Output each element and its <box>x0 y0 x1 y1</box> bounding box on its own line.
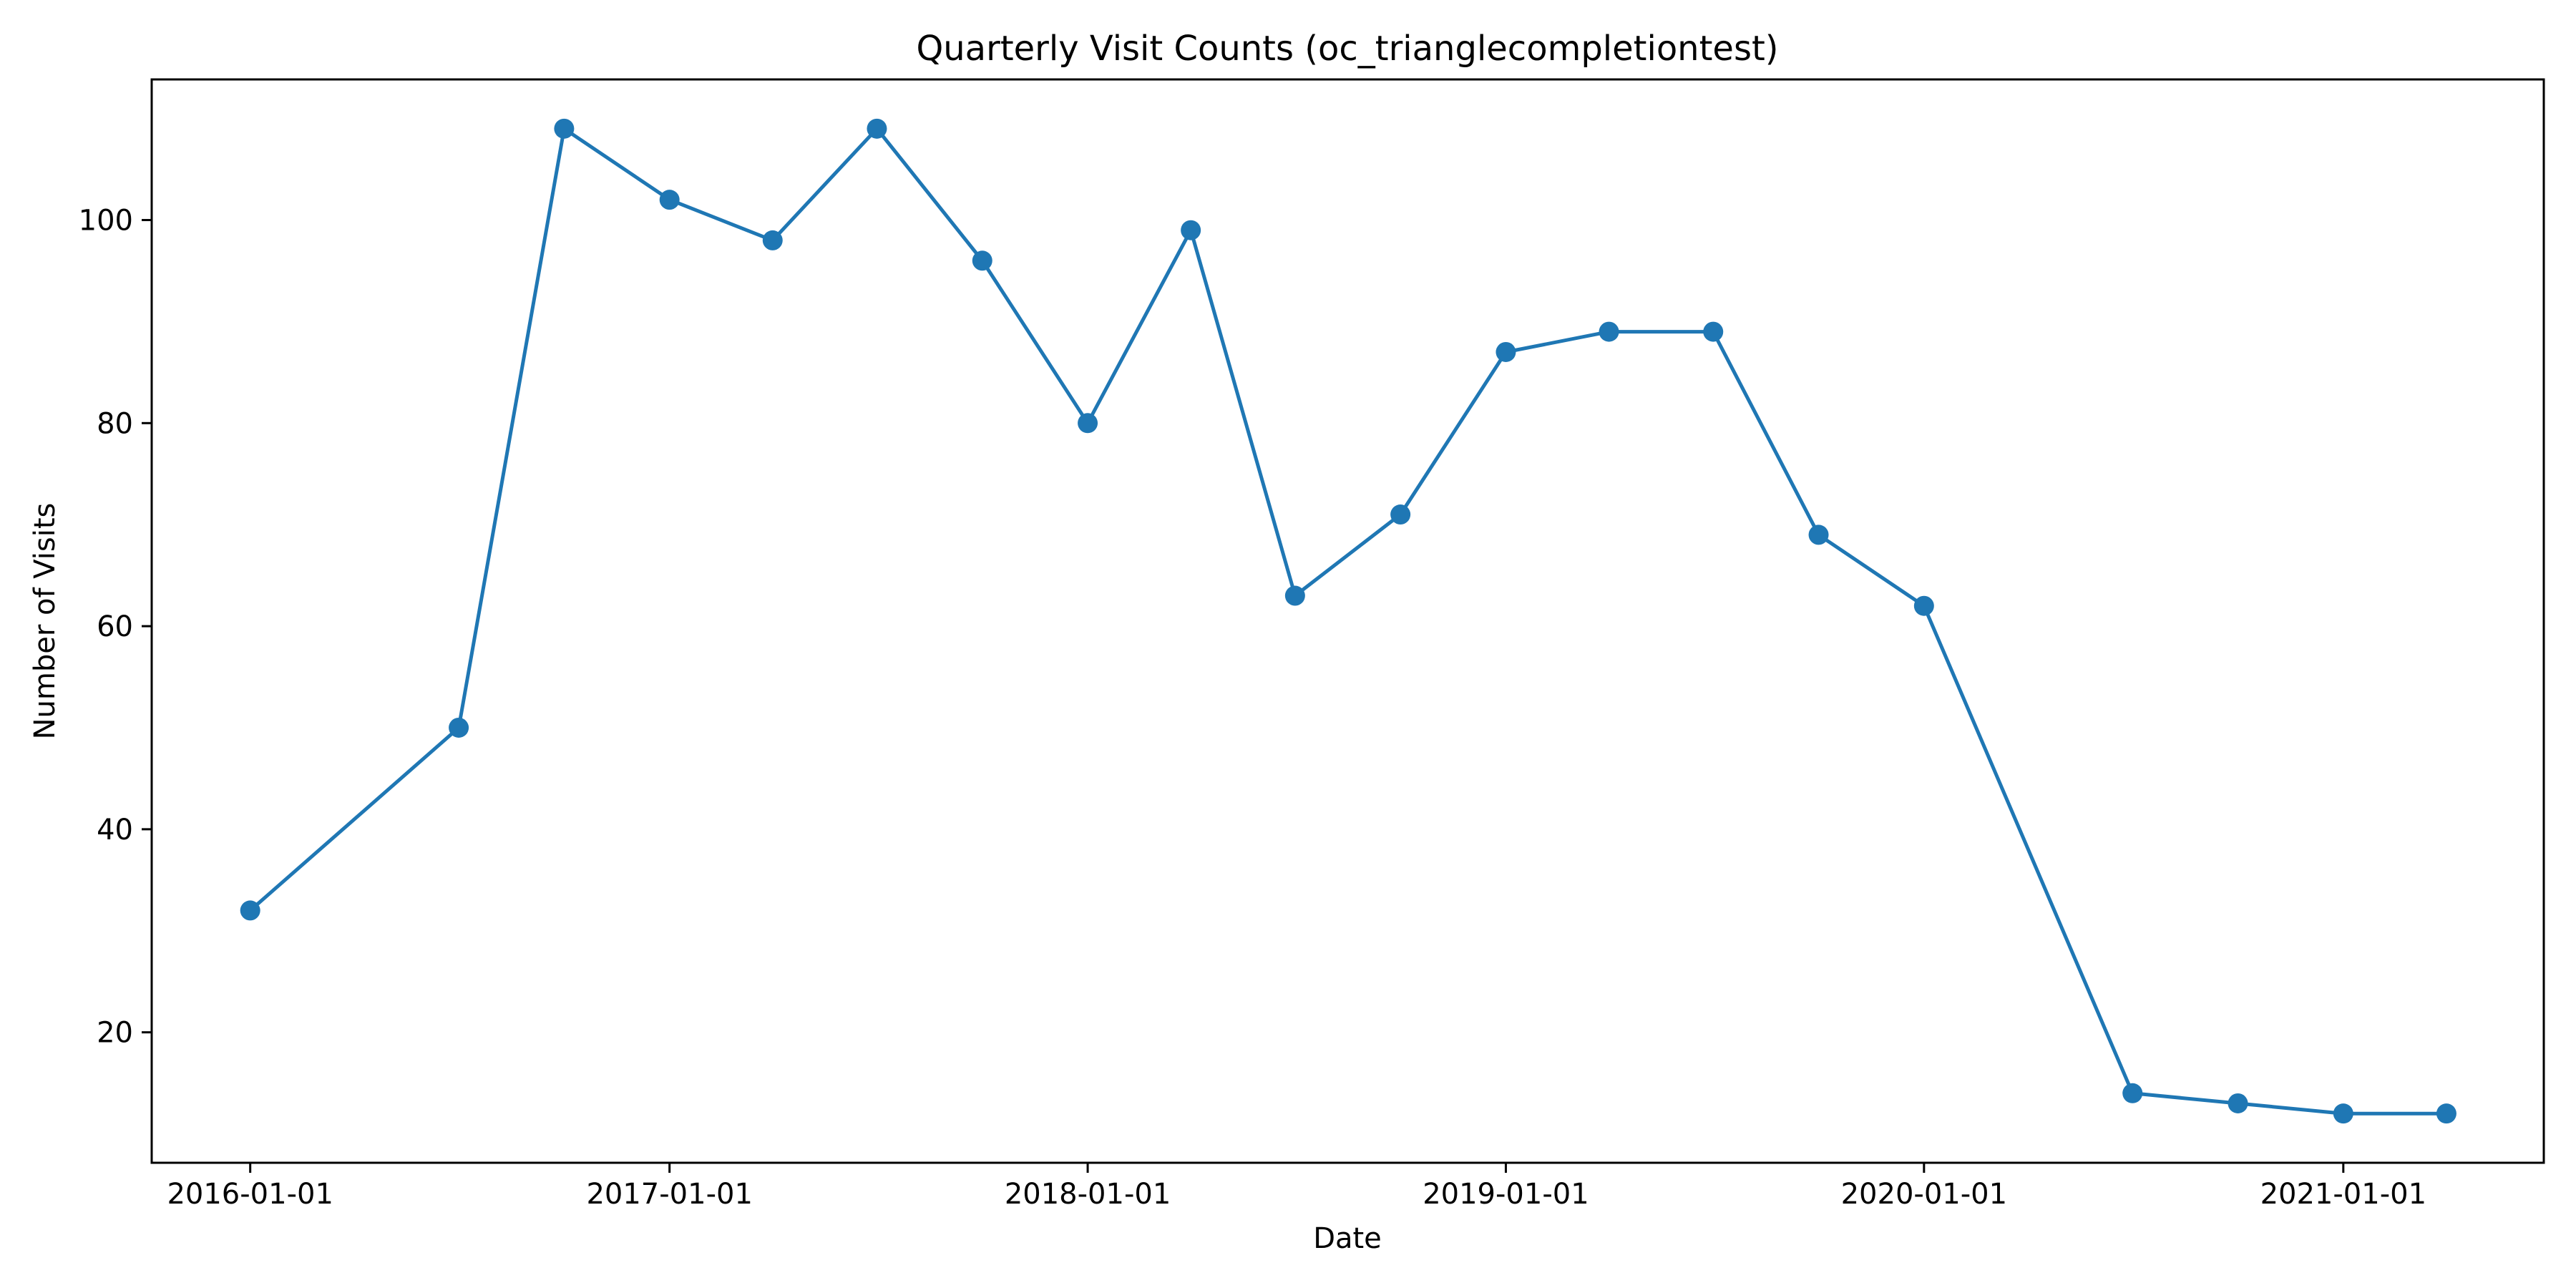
data-point <box>659 190 680 210</box>
data-point <box>449 717 469 738</box>
data-point <box>1284 585 1305 606</box>
y-tick-label: 40 <box>97 814 133 847</box>
x-tick-label: 2016-01-01 <box>167 1178 333 1211</box>
plot-area <box>240 118 2457 1124</box>
x-tick-label: 2019-01-01 <box>1423 1178 1589 1211</box>
data-point <box>1390 504 1411 525</box>
x-tick-label: 2021-01-01 <box>2260 1178 2426 1211</box>
x-axis-ticks: 2016-01-01 2017-01-01 2018-01-01 2019-01-01… <box>167 1163 2426 1211</box>
data-point <box>1703 321 1724 342</box>
x-axis-label: Date <box>1313 1222 1382 1255</box>
x-tick-label: 2020-01-01 <box>1841 1178 2007 1211</box>
plot-frame <box>150 78 2545 1164</box>
data-point <box>2333 1103 2353 1124</box>
data-point <box>2228 1093 2248 1113</box>
series-line <box>248 127 2449 1116</box>
data-point <box>972 250 992 271</box>
y-tick-label: 100 <box>79 205 133 238</box>
data-point <box>762 230 783 250</box>
data-point <box>1599 321 1619 342</box>
y-axis-ticks: 20 40 60 80 100 <box>79 205 152 1050</box>
data-point <box>867 118 887 139</box>
data-point <box>1181 220 1201 240</box>
x-tick-label: 2018-01-01 <box>1005 1178 1171 1211</box>
data-point <box>1808 525 1829 545</box>
chart-title: Quarterly Visit Counts (oc_trianglecompl… <box>916 29 1778 69</box>
data-point <box>1496 341 1516 362</box>
data-point <box>2122 1083 2143 1103</box>
y-tick-label: 80 <box>97 407 133 440</box>
data-point <box>554 118 575 139</box>
data-point <box>1913 595 1934 616</box>
data-point <box>2436 1103 2457 1124</box>
x-tick-label: 2017-01-01 <box>586 1178 752 1211</box>
data-point <box>240 900 260 921</box>
y-tick-label: 20 <box>97 1017 133 1050</box>
y-tick-label: 60 <box>97 610 133 643</box>
data-point <box>1078 413 1098 434</box>
y-axis-label: Number of Visits <box>29 503 62 740</box>
